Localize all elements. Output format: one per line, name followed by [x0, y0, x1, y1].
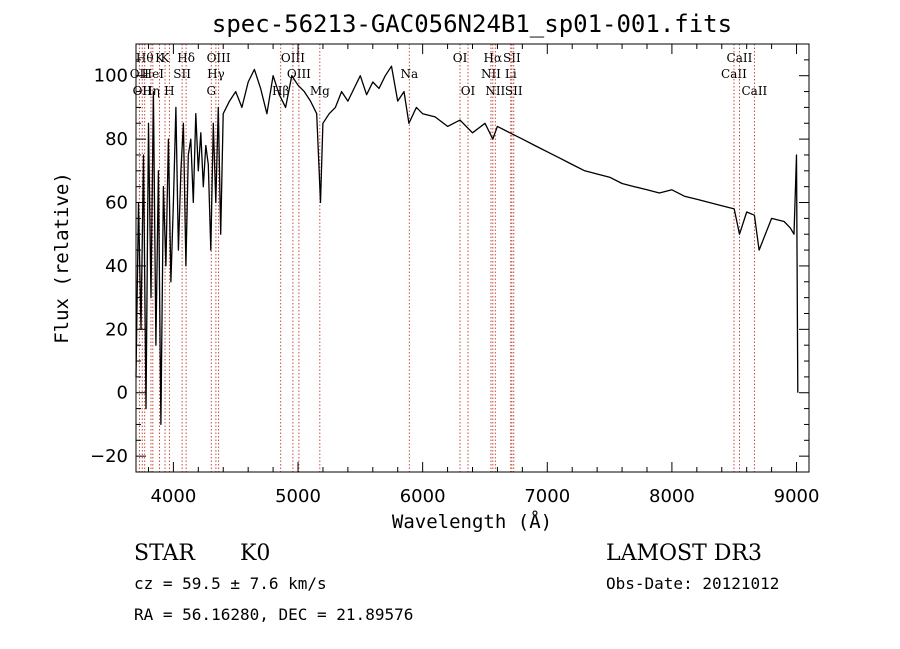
spectral-line-label: Hη [142, 84, 160, 98]
redshift-text: cz = 59.5 ± 7.6 km/s [134, 574, 327, 593]
spectral-line-label: SII [505, 84, 523, 98]
spectral-line-label: H [164, 84, 174, 98]
y-tick-label: 0 [117, 383, 128, 404]
spectral-line-label: G [206, 84, 216, 98]
x-tick-label: 6000 [400, 486, 446, 507]
y-tick-label: 100 [94, 66, 128, 87]
spectral-line-label: OIII [207, 51, 231, 65]
spectral-line-label: OIII [281, 51, 305, 65]
spectral-line-label: Li [505, 67, 517, 81]
spectral-line-label: OI [453, 51, 468, 65]
object-class: STAR [134, 541, 196, 566]
y-tick-label: 40 [105, 256, 128, 277]
spectral-line-label: Mg [310, 84, 330, 98]
chart-title: spec-56213-GAC056N24B1_sp01-001.fits [212, 10, 732, 38]
spectral-line-label: SII [173, 67, 191, 81]
plot-frame [135, 43, 810, 473]
spectral-line-label: NII [481, 67, 501, 81]
spectral-line-label: OII [130, 67, 150, 81]
y-tick-label: 80 [105, 129, 128, 150]
x-tick-label: 8000 [649, 486, 695, 507]
flux-series-line [135, 65, 799, 426]
spectral-line-label: Hα [484, 51, 503, 65]
coordinates-text: RA = 56.16280, DEC = 21.89576 [134, 605, 413, 624]
spectral-line-label: Hδ [177, 51, 195, 65]
spectral-line-label: Hθ [136, 51, 154, 65]
object-subclass: K0 [240, 541, 270, 566]
spectral-line-label: HeI [142, 67, 165, 81]
plot-area [135, 65, 799, 426]
y-axis-label: Flux (relative) [51, 172, 73, 344]
x-axis: 4000 5000 6000 7000 8000 9000 [147, 44, 820, 507]
y-axis: −20 0 20 40 60 80 100 [90, 43, 809, 473]
survey-name: LAMOST DR3 [606, 541, 762, 566]
spectral-line-label: OI [461, 84, 476, 98]
spectral-line-label: OII [133, 84, 153, 98]
y-tick-label: 60 [105, 193, 128, 214]
spectral-line-label: K [155, 51, 165, 65]
x-tick-label: 7000 [524, 486, 570, 507]
x-tick-label: 4000 [150, 486, 196, 507]
spectral-line-label: SII [503, 51, 521, 65]
y-tick-label: −20 [90, 446, 128, 467]
spectral-line-label: Hγ [207, 67, 225, 81]
spectral-line-label: Na [400, 67, 418, 81]
spectral-line-label: CaII [721, 67, 747, 81]
spectral-line-label: K [161, 51, 171, 65]
x-tick-label: 5000 [275, 486, 321, 507]
spectral-line-label: OIII [287, 67, 311, 81]
spectral-line-label: Hβ [272, 84, 289, 98]
x-axis-label: Wavelength (Å) [392, 510, 552, 533]
spectral-line-label: CaII [727, 51, 753, 65]
obs-date-text: Obs-Date: 20121012 [606, 574, 779, 593]
y-tick-label: 20 [105, 319, 128, 340]
spectral-line-label: NII [485, 84, 505, 98]
x-tick-label: 9000 [774, 486, 820, 507]
spectral-line-label: CaII [741, 84, 767, 98]
